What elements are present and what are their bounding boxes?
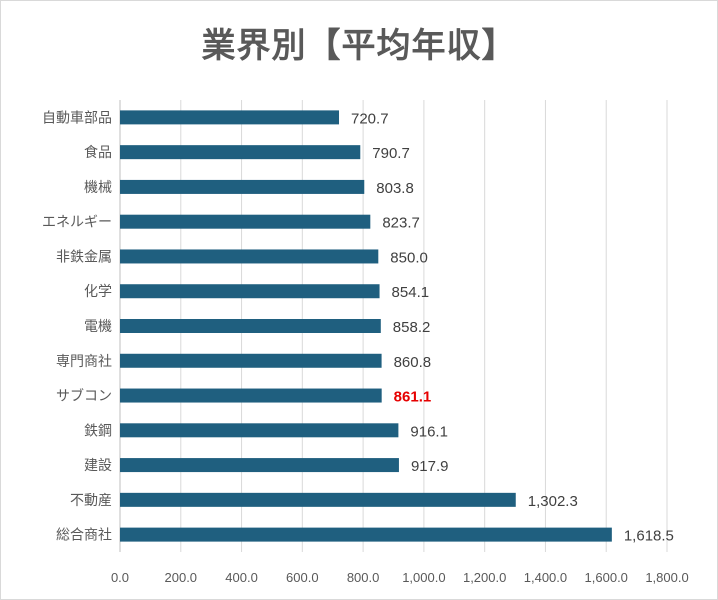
x-tick-label: 1,200.0 bbox=[463, 570, 506, 585]
chart-title: 業界別【平均年収】 bbox=[201, 26, 517, 66]
category-label: 鉄鋼 bbox=[84, 423, 112, 439]
category-label: 非鉄金属 bbox=[56, 249, 112, 265]
x-tick-label: 800.0 bbox=[347, 570, 380, 585]
value-label: 916.1 bbox=[410, 423, 448, 440]
value-label: 858.2 bbox=[393, 319, 431, 336]
value-labels: 720.7 790.7 803.8 823.7 850.0 854.1 858.2 860.8… bbox=[351, 110, 674, 544]
x-tick-label: 1,600.0 bbox=[585, 570, 628, 585]
category-label: 不動産 bbox=[70, 493, 112, 509]
x-tick-label: 1,800.0 bbox=[645, 570, 688, 585]
value-label: 854.1 bbox=[392, 284, 430, 301]
value-label: 823.7 bbox=[382, 215, 420, 232]
category-label: 自動車部品 bbox=[42, 109, 112, 126]
category-label: エネルギー bbox=[42, 215, 112, 231]
category-label: 専門商社 bbox=[56, 354, 112, 370]
bar bbox=[120, 423, 399, 438]
category-label: 食品 bbox=[84, 144, 112, 161]
value-label: 790.7 bbox=[372, 145, 410, 162]
x-axis-ticks: 0.0 200.0 400.0 600.0 800.0 1,000.0 1,200.0 1,4… bbox=[111, 570, 689, 585]
x-tick-label: 600.0 bbox=[286, 570, 319, 585]
category-label: サブコン bbox=[56, 388, 112, 405]
bar bbox=[120, 179, 365, 194]
x-tick-label: 400.0 bbox=[225, 570, 258, 585]
bar bbox=[120, 458, 399, 473]
x-tick-label: 1,000.0 bbox=[402, 570, 445, 585]
value-label: 803.8 bbox=[376, 180, 414, 197]
value-label: 1,618.5 bbox=[624, 528, 674, 545]
bar bbox=[120, 249, 379, 264]
bar bbox=[120, 388, 382, 403]
bar bbox=[120, 284, 380, 299]
x-tick-label: 200.0 bbox=[165, 570, 198, 585]
bars bbox=[120, 110, 612, 542]
value-label: 917.9 bbox=[411, 458, 449, 475]
highlighted-value-label: 861.1 bbox=[394, 389, 432, 406]
value-label: 860.8 bbox=[394, 354, 432, 371]
category-label: 機械 bbox=[84, 180, 112, 196]
category-labels: 自動車部品食品機械エネルギー非鉄金属化学電機専門商社サブコン鉄鋼建設不動産総合商… bbox=[42, 109, 112, 543]
bar bbox=[120, 319, 381, 333]
category-label: 総合商社 bbox=[56, 528, 112, 544]
value-label: 720.7 bbox=[351, 110, 389, 127]
category-label: 建設 bbox=[84, 458, 112, 474]
category-label: 電機 bbox=[84, 319, 112, 335]
bar bbox=[120, 492, 516, 507]
value-label: 850.0 bbox=[390, 249, 428, 266]
x-tick-label: 0.0 bbox=[111, 570, 129, 585]
bar bbox=[120, 145, 361, 160]
bar bbox=[120, 110, 340, 125]
bar bbox=[120, 214, 371, 229]
bar bbox=[120, 527, 612, 542]
x-tick-label: 1,400.0 bbox=[524, 570, 567, 585]
value-label: 1,302.3 bbox=[528, 493, 578, 510]
bar bbox=[120, 353, 382, 368]
category-label: 化学 bbox=[84, 284, 112, 300]
